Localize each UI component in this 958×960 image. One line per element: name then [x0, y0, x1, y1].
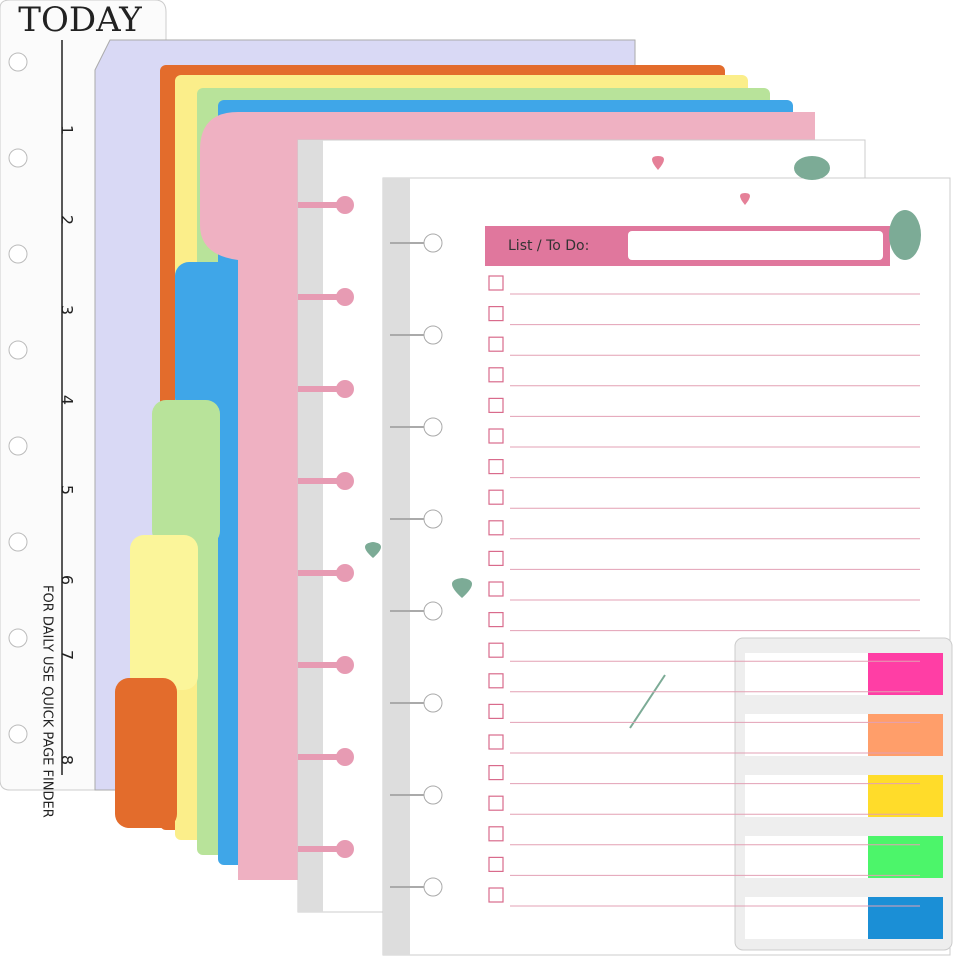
cat: [889, 210, 921, 260]
ruler-number: 8: [58, 755, 77, 765]
checkbox: [488, 887, 504, 903]
checkbox: [488, 428, 504, 444]
pink-disc-stem: [298, 662, 343, 668]
pink-disc: [336, 840, 354, 858]
note-strips: [745, 653, 943, 939]
clear-disc: [423, 417, 443, 437]
checkbox: [488, 795, 504, 811]
green-tab: [152, 400, 220, 545]
heart: [740, 193, 750, 205]
note-white: [745, 653, 870, 695]
checkbox: [488, 550, 504, 567]
checkbox: [488, 306, 504, 322]
note-white: [745, 836, 870, 878]
header-field: [628, 231, 883, 260]
checkbox: [488, 459, 504, 475]
note-white: [745, 714, 870, 756]
ruler-number: 6: [58, 575, 77, 585]
page-edge: [383, 178, 410, 955]
pink-disc: [336, 564, 354, 582]
leaf: [629, 674, 666, 729]
checkbox: [488, 336, 504, 352]
clear-disc: [423, 601, 443, 621]
pink-disc-stem: [298, 570, 343, 576]
ruler-hole: [8, 244, 28, 264]
note-color: [868, 836, 943, 878]
pink-disc-stem: [298, 754, 343, 760]
header-label: List / To Do:: [508, 238, 589, 254]
ruler-title: TODAY: [18, 0, 142, 40]
note-color: [868, 653, 943, 695]
ruler-hole: [8, 340, 28, 360]
pink-disc-stem: [298, 202, 343, 208]
ruler-number: 7: [58, 650, 77, 660]
ruler-hole: [8, 436, 28, 456]
pink-disc-stem: [298, 294, 343, 300]
checkbox: [488, 367, 504, 383]
checkbox: [488, 764, 504, 781]
checkbox: [488, 703, 504, 720]
page-edge: [298, 140, 323, 912]
heart: [652, 156, 664, 170]
pink-disc-stem: [298, 386, 343, 392]
ruler-caption: FOR DAILY USE QUICK PAGE FINDER: [40, 585, 55, 818]
checkbox: [488, 673, 504, 689]
checkbox: [488, 489, 504, 505]
checkbox: [488, 826, 504, 842]
clear-disc: [423, 693, 443, 713]
pink-disc: [336, 288, 354, 306]
orange-tab: [115, 678, 177, 828]
ruler-hole: [8, 52, 28, 72]
clear-disc: [423, 509, 443, 529]
ruler-hole: [8, 724, 28, 744]
checkbox: [488, 856, 504, 873]
heart: [452, 578, 472, 598]
note-white: [745, 897, 870, 939]
ruler-number: 4: [58, 395, 77, 405]
note-white: [745, 775, 870, 817]
clear-disc: [423, 877, 443, 897]
ruler-numbers: 1 2 3 4 5 6 7 8: [58, 125, 77, 765]
pink-disc-stem: [298, 478, 343, 484]
ruler-number: 1: [58, 125, 77, 135]
clear-disc: [423, 325, 443, 345]
pink-disc: [336, 656, 354, 674]
clear-disc: [423, 233, 443, 253]
cat: [794, 156, 830, 180]
note-color: [868, 897, 943, 939]
ruler-number: 3: [58, 305, 77, 315]
pink-disc: [336, 196, 354, 214]
pink-disc: [336, 472, 354, 490]
pink-disc-stem: [298, 846, 343, 852]
ruler-hole: [8, 628, 28, 648]
checkbox: [488, 581, 504, 597]
ruler-hole: [8, 532, 28, 552]
binder-discs: [298, 196, 443, 897]
checklist: [488, 275, 920, 907]
clear-disc: [423, 785, 443, 805]
checkbox: [488, 611, 504, 628]
ruler-hole: [8, 148, 28, 168]
blue-tab: [175, 262, 245, 412]
checkbox: [488, 275, 504, 291]
yellow-tab: [130, 535, 198, 690]
checkbox: [488, 734, 504, 750]
ruler-number: 2: [58, 215, 77, 225]
heart: [365, 542, 381, 558]
pink-disc: [336, 380, 354, 398]
ruler-holes: [8, 52, 28, 744]
pink-disc: [336, 748, 354, 766]
ruler-number: 5: [58, 485, 77, 495]
checkbox: [488, 520, 504, 536]
note-color: [868, 714, 943, 756]
checkbox: [488, 642, 504, 658]
note-color: [868, 775, 943, 817]
checkbox: [488, 397, 504, 413]
